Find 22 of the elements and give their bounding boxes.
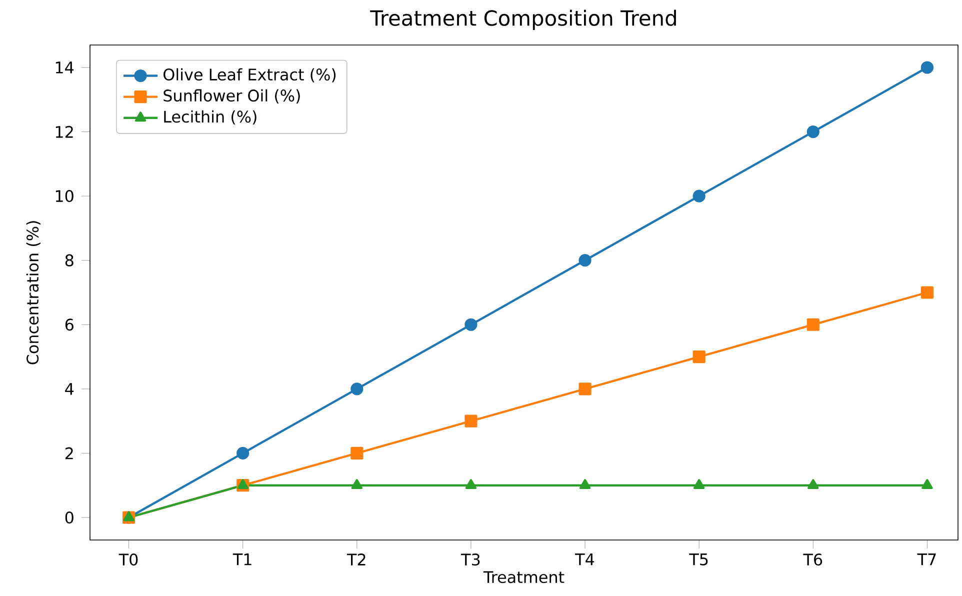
chart-title: Treatment Composition Trend bbox=[370, 10, 676, 30]
x-tick-label: T1 bbox=[232, 554, 252, 566]
x-tick-label: T3 bbox=[460, 554, 480, 566]
x-axis-title: Treatment bbox=[483, 571, 564, 584]
x-tick-label: T6 bbox=[803, 554, 822, 566]
y-axis-title: Concentration (%) bbox=[26, 221, 40, 364]
y-tick-label: 2 bbox=[65, 447, 73, 460]
x-tick-label: T2 bbox=[346, 554, 366, 566]
x-tick-label: T0 bbox=[118, 554, 138, 566]
y-tick-label: 0 bbox=[65, 511, 74, 524]
y-tick-label: 12 bbox=[56, 126, 73, 138]
y-tick-label: 6 bbox=[65, 318, 74, 331]
y-tick-label: 14 bbox=[56, 62, 74, 74]
y-tick-label: 4 bbox=[65, 383, 74, 395]
x-tick-label: T7 bbox=[917, 554, 936, 566]
legend-label: Lecithin (%) bbox=[164, 110, 256, 125]
legend-label: Sunflower Oil (%) bbox=[164, 89, 300, 104]
y-tick-label: 10 bbox=[56, 190, 74, 202]
legend-label: Olive Leaf Extract (%) bbox=[164, 68, 336, 82]
y-tick-label: 8 bbox=[65, 254, 74, 266]
x-tick-label: T4 bbox=[575, 554, 594, 566]
x-tick-label: T5 bbox=[689, 554, 708, 566]
